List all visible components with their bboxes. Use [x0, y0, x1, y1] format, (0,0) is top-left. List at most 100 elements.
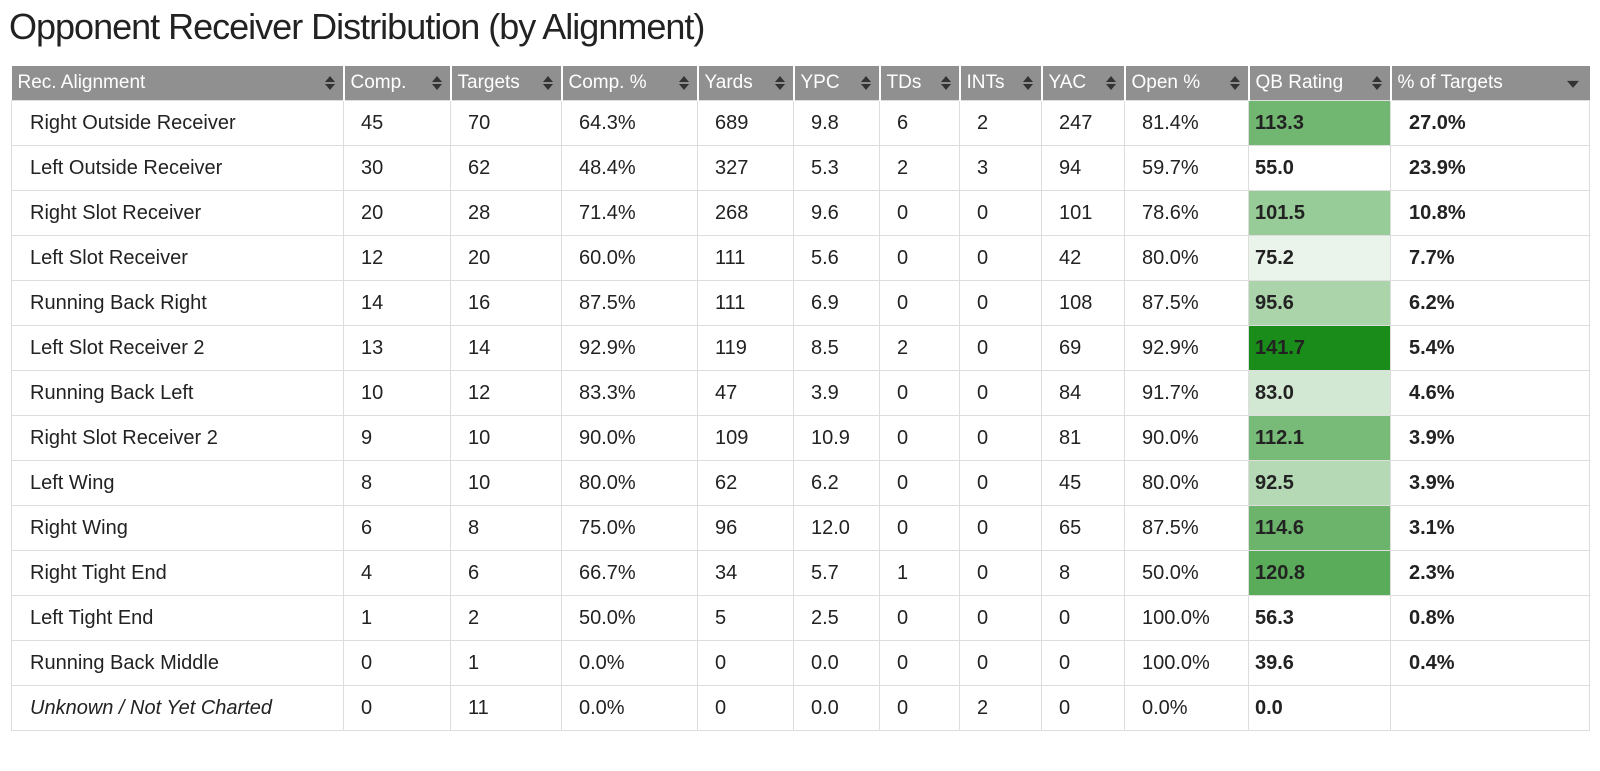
cell-targets: 8: [450, 505, 562, 551]
table-header-row: Rec. Alignment Comp. Targets Comp. % Yar…: [11, 66, 1590, 101]
sort-both-icon[interactable]: [542, 75, 553, 91]
cell-yac: 45: [1041, 460, 1125, 506]
table-row: Right Slot Receiver 2 9 10 90.0% 109 10.9 0 0 81…: [11, 415, 1590, 461]
cell-comp: 10: [343, 370, 451, 416]
cell-comp-pct: 60.0%: [561, 235, 698, 281]
cell-targets: 16: [450, 280, 562, 326]
cell-comp: 8: [343, 460, 451, 506]
column-header-yards[interactable]: Yards: [697, 66, 795, 101]
cell-tds: 1: [879, 550, 960, 596]
sort-both-icon[interactable]: [678, 75, 689, 91]
cell-tds: 0: [879, 190, 960, 236]
table-row: Running Back Right 14 16 87.5% 111 6.9 0 0 108 87…: [11, 280, 1590, 326]
table-row: Left Outside Receiver 30 62 48.4% 327 5.3 2 3 94…: [11, 145, 1590, 191]
cell-yac: 0: [1041, 640, 1125, 686]
cell-open-pct: 80.0%: [1124, 235, 1249, 281]
cell-ints: 2: [959, 685, 1042, 731]
cell-yac: 69: [1041, 325, 1125, 371]
column-header-ints[interactable]: INTs: [959, 66, 1043, 101]
cell-open-pct: 50.0%: [1124, 550, 1249, 596]
column-header-pct-of-targets[interactable]: % of Targets: [1390, 66, 1590, 101]
cell-yac: 247: [1041, 100, 1125, 146]
column-header-comp[interactable]: Comp.: [343, 66, 452, 101]
cell-yac: 94: [1041, 145, 1125, 191]
table-row: Left Slot Receiver 12 20 60.0% 111 5.6 0 0 42 80.…: [11, 235, 1590, 281]
cell-ypc: 2.5: [793, 595, 880, 641]
cell-open-pct: 81.4%: [1124, 100, 1249, 146]
cell-qb-rating: 113.3: [1248, 100, 1391, 146]
cell-qb-rating: 141.7: [1248, 325, 1391, 371]
cell-targets: 12: [450, 370, 562, 416]
sort-both-icon[interactable]: [1105, 75, 1116, 91]
cell-yards: 47: [697, 370, 794, 416]
cell-comp: 6: [343, 505, 451, 551]
sort-both-icon[interactable]: [324, 75, 335, 91]
cell-qb-rating: 56.3: [1248, 595, 1391, 641]
cell-comp: 14: [343, 280, 451, 326]
cell-pct-of-targets: 5.4%: [1390, 325, 1590, 371]
cell-ints: 0: [959, 640, 1042, 686]
cell-yac: 108: [1041, 280, 1125, 326]
cell-targets: 62: [450, 145, 562, 191]
cell-ypc: 8.5: [793, 325, 880, 371]
sort-both-icon[interactable]: [1371, 75, 1382, 91]
cell-targets: 10: [450, 460, 562, 506]
sort-both-icon[interactable]: [774, 75, 785, 91]
column-header-label: Targets: [457, 72, 520, 93]
cell-comp-pct: 48.4%: [561, 145, 698, 191]
cell-tds: 0: [879, 505, 960, 551]
cell-ypc: 9.8: [793, 100, 880, 146]
cell-comp: 30: [343, 145, 451, 191]
column-header-qb-rating[interactable]: QB Rating: [1248, 66, 1392, 101]
column-header-yac[interactable]: YAC: [1041, 66, 1126, 101]
cell-tds: 0: [879, 460, 960, 506]
sort-both-icon[interactable]: [1229, 75, 1240, 91]
cell-comp: 45: [343, 100, 451, 146]
cell-comp: 4: [343, 550, 451, 596]
cell-ypc: 6.9: [793, 280, 880, 326]
cell-comp-pct: 0.0%: [561, 685, 698, 731]
cell-pct-of-targets: 7.7%: [1390, 235, 1590, 281]
cell-pct-of-targets: 3.9%: [1390, 415, 1590, 461]
column-header-tds[interactable]: TDs: [879, 66, 961, 101]
sort-both-icon[interactable]: [940, 75, 951, 91]
cell-pct-of-targets: 10.8%: [1390, 190, 1590, 236]
cell-rec-alignment: Right Tight End: [11, 550, 344, 596]
column-header-open-pct[interactable]: Open %: [1124, 66, 1250, 101]
cell-targets: 28: [450, 190, 562, 236]
cell-ints: 0: [959, 460, 1042, 506]
sort-both-icon[interactable]: [860, 75, 871, 91]
cell-qb-rating: 120.8: [1248, 550, 1391, 596]
cell-yac: 0: [1041, 685, 1125, 731]
sort-both-icon[interactable]: [431, 75, 442, 91]
cell-comp-pct: 66.7%: [561, 550, 698, 596]
column-header-comp-pct[interactable]: Comp. %: [561, 66, 699, 101]
sort-descending-icon[interactable]: [1566, 80, 1579, 88]
cell-pct-of-targets: 0.4%: [1390, 640, 1590, 686]
column-header-label: % of Targets: [1397, 72, 1503, 93]
table-row: Right Tight End 4 6 66.7% 34 5.7 1 0 8 50.0% 120.8…: [11, 550, 1590, 596]
cell-ints: 0: [959, 505, 1042, 551]
cell-ints: 0: [959, 550, 1042, 596]
column-header-label: Yards: [704, 72, 753, 93]
column-header-ypc[interactable]: YPC: [793, 66, 881, 101]
cell-yards: 109: [697, 415, 794, 461]
cell-comp-pct: 80.0%: [561, 460, 698, 506]
column-header-label: Open %: [1131, 72, 1201, 93]
cell-targets: 70: [450, 100, 562, 146]
cell-ints: 0: [959, 415, 1042, 461]
cell-pct-of-targets: 3.1%: [1390, 505, 1590, 551]
cell-ints: 0: [959, 370, 1042, 416]
column-header-targets[interactable]: Targets: [450, 66, 563, 101]
cell-ints: 0: [959, 235, 1042, 281]
cell-ypc: 9.6: [793, 190, 880, 236]
column-header-label: Rec. Alignment: [17, 72, 146, 93]
cell-rec-alignment: Left Outside Receiver: [11, 145, 344, 191]
cell-comp: 0: [343, 685, 451, 731]
sort-both-icon[interactable]: [1022, 75, 1033, 91]
table-body: Right Outside Receiver 45 70 64.3% 689 9.8 6 2 2…: [11, 100, 1590, 731]
cell-comp-pct: 92.9%: [561, 325, 698, 371]
cell-yac: 81: [1041, 415, 1125, 461]
column-header-label: YPC: [800, 72, 840, 93]
column-header-rec-alignment[interactable]: Rec. Alignment: [11, 66, 345, 101]
